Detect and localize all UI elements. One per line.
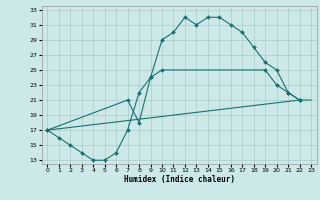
X-axis label: Humidex (Indice chaleur): Humidex (Indice chaleur) (124, 175, 235, 184)
